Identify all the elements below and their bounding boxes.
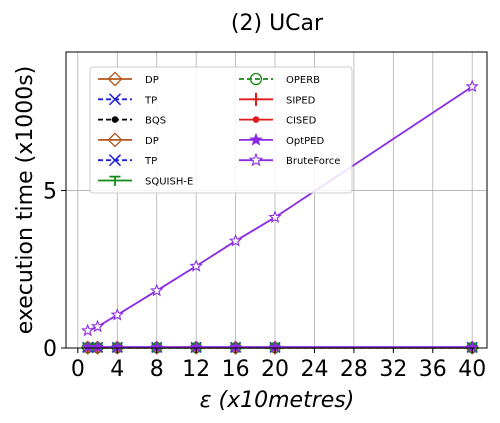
x-tick-label-6: 24 [300, 357, 328, 382]
legend-item-9: OptPED [239, 132, 324, 147]
x-tick-label-8: 32 [379, 357, 407, 382]
legend-label-7: SIPED [286, 95, 316, 106]
x-tick-label-4: 16 [222, 357, 250, 382]
y-axis-label: execution time (x1000s) [13, 66, 38, 335]
series-10-point-1 [90, 319, 105, 333]
plot-frame [65, 51, 488, 349]
legend-label-2: BQS [145, 116, 166, 127]
legend-label-1: TP [144, 95, 157, 106]
x-tick-label-5: 20 [261, 357, 289, 382]
legend-marker-9 [249, 132, 263, 146]
y-tick-label-1: 5 [43, 180, 57, 205]
series-10-point-5 [228, 233, 243, 247]
legend-item-6: OPERB [239, 72, 320, 86]
legend-item-8: CISED [239, 116, 317, 127]
x-tick-label-10: 40 [458, 357, 486, 382]
legend-marker-3 [107, 132, 123, 148]
legend-marker-5 [109, 175, 121, 186]
x-tick-label-9: 36 [419, 357, 447, 382]
series-10-point-4 [189, 259, 203, 272]
legend-marker-0 [107, 71, 123, 87]
series-10-point-0 [81, 323, 95, 337]
x-tick-label-0: 0 [71, 357, 85, 382]
legend-marker-7 [253, 92, 259, 106]
legend-label-10: BruteForce [286, 156, 340, 167]
legend-label-8: CISED [286, 116, 317, 127]
legend-frame [89, 66, 353, 194]
legend-marker-4 [108, 154, 122, 167]
y-tick-label-0: 0 [43, 337, 57, 362]
x-tick-label-3: 12 [182, 357, 210, 382]
x-tick-label-2: 8 [150, 357, 164, 382]
legend-label-5: SQUISH-E [145, 177, 193, 188]
legend-marker-8 [252, 116, 260, 123]
series-10-point-7 [465, 79, 479, 93]
legend-marker-6 [249, 72, 263, 86]
series-10-point-6 [268, 210, 282, 223]
chart-title: (2) UCar [231, 11, 324, 36]
x-tick-label-1: 4 [110, 357, 124, 382]
legend-label-9: OptPED [286, 136, 324, 147]
series-10 [81, 79, 479, 337]
legend-item-1: TP [98, 93, 157, 106]
legend-item-7: SIPED [239, 92, 316, 106]
legend-item-3: DP [98, 132, 159, 148]
legend-marker-2 [111, 116, 119, 123]
legend-item-5: SQUISH-E [98, 175, 193, 188]
series-10-point-2 [110, 307, 124, 321]
legend-label-0: DP [145, 75, 159, 86]
legend-item-10: BruteForce [239, 152, 340, 167]
legend-item-2: BQS [98, 116, 166, 127]
x-axis-label: ε (x10metres) [200, 388, 355, 413]
legend-label-6: OPERB [286, 75, 320, 86]
legend-item-0: DP [98, 71, 159, 87]
legend-marker-1 [108, 93, 122, 106]
legend-marker-10 [248, 152, 264, 167]
x-tick-label-7: 28 [340, 357, 368, 382]
legend-item-4: TP [98, 154, 157, 167]
series-10-point-3 [150, 283, 164, 297]
legend-label-3: DP [145, 136, 159, 147]
legend-label-4: TP [144, 156, 157, 167]
legend: DP TP BQS DP TP SQUISH-E OPERB SIPED CISED OptPED… [89, 66, 353, 194]
series-9-point-1 [91, 340, 104, 353]
